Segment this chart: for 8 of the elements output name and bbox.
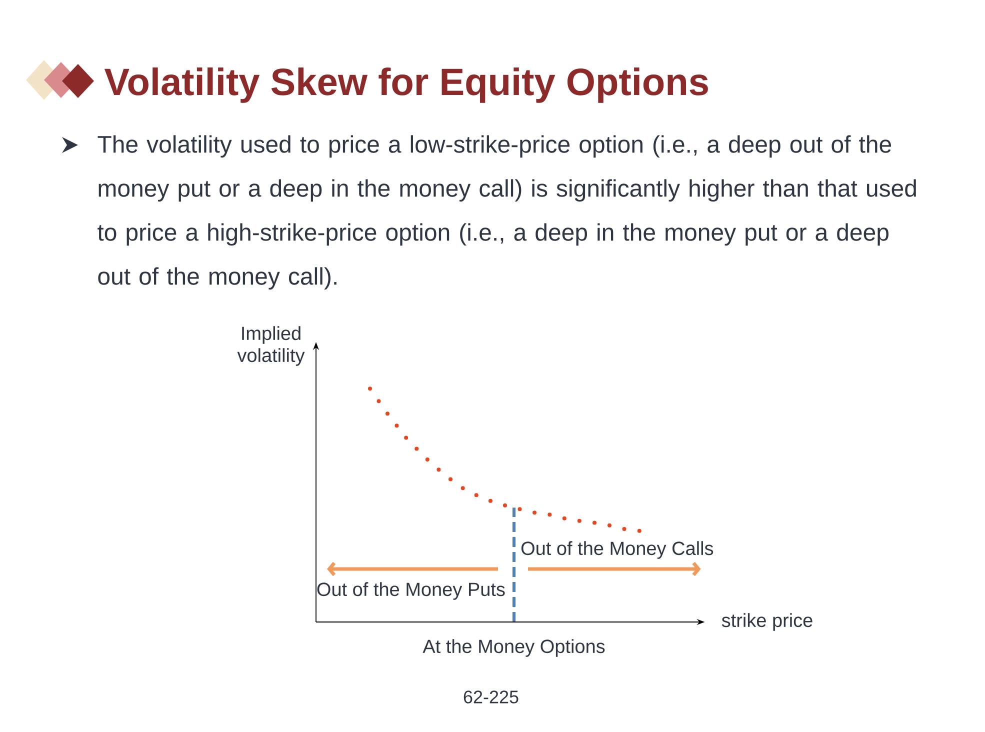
text: 62-225 xyxy=(464,690,518,704)
annotation: Out of the Money Calls xyxy=(521,541,714,559)
annotation: Out of the Money Puts xyxy=(317,582,505,600)
chart-title: Volatility Skew for Equity Options xyxy=(104,67,708,103)
text: At the Money Options xyxy=(422,639,605,657)
x-axis-title: strike price xyxy=(722,613,812,631)
y-axis-title: Implied volatility xyxy=(237,326,305,366)
chart-subtitle: The volatility used to price a low-strike-price option (i.e., a deep out of the money put or a deep in the money call) is significantly higher than that used to price a high-strike-price option (i.e., a deep in the money put or a deep out of the money call). xyxy=(98,135,916,290)
